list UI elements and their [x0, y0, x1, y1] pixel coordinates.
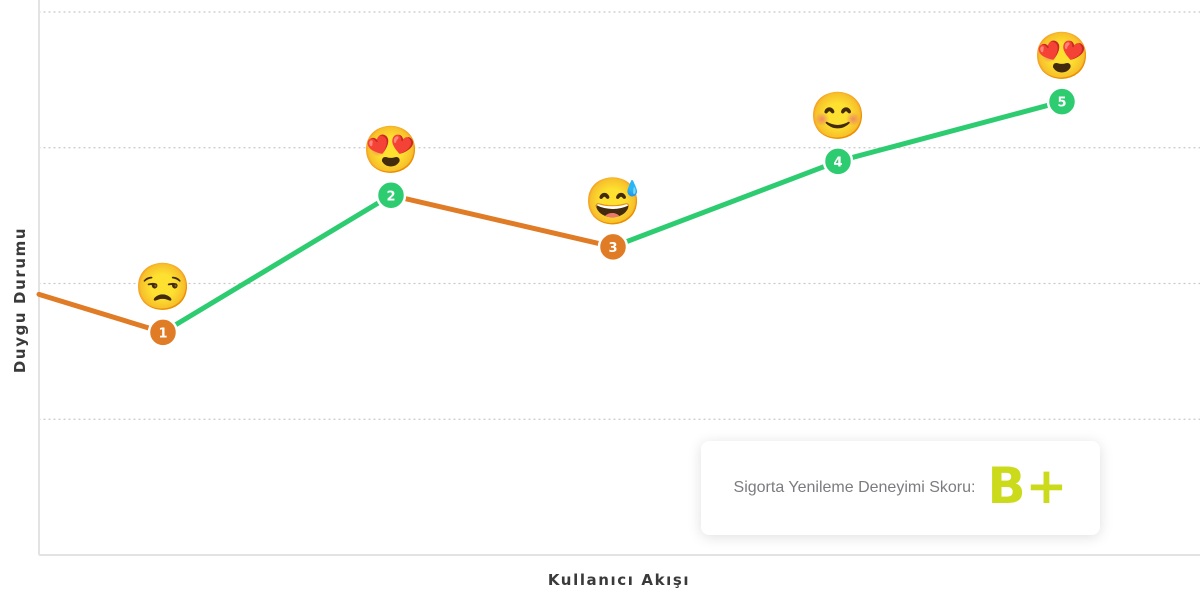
- y-axis-title: Duygu Durumu: [11, 226, 29, 374]
- point-emoji: 😊: [809, 89, 866, 141]
- x-axis-title: Kullanıcı Akışı: [547, 571, 691, 589]
- series-segment: [388, 192, 616, 250]
- point-number-label: 5: [1057, 96, 1066, 111]
- data-point: [147, 317, 179, 348]
- point-number-label: 4: [833, 155, 842, 170]
- point-emoji: 😒: [134, 260, 191, 312]
- point-emoji: 😍: [362, 123, 419, 175]
- point-emoji: 😅: [584, 175, 641, 227]
- point-emoji: 😍: [1033, 30, 1090, 82]
- score-grade: B+: [987, 457, 1068, 515]
- score-card: Sigorta Yenileme Deneyimi Skoru: B+: [701, 441, 1100, 535]
- series-segment: [36, 291, 166, 335]
- data-point: [597, 231, 629, 263]
- point-number-label: 1: [158, 326, 167, 341]
- point-number-label: 2: [386, 189, 395, 204]
- score-label: Sigorta Yenileme Deneyimi Skoru:: [733, 479, 976, 496]
- data-point: [1046, 86, 1078, 117]
- series-segment: [610, 158, 841, 250]
- series-segment: [160, 192, 394, 335]
- series-segment: [835, 99, 1065, 164]
- data-point: [822, 146, 854, 177]
- data-point: [375, 180, 407, 211]
- point-number-label: 3: [608, 241, 617, 256]
